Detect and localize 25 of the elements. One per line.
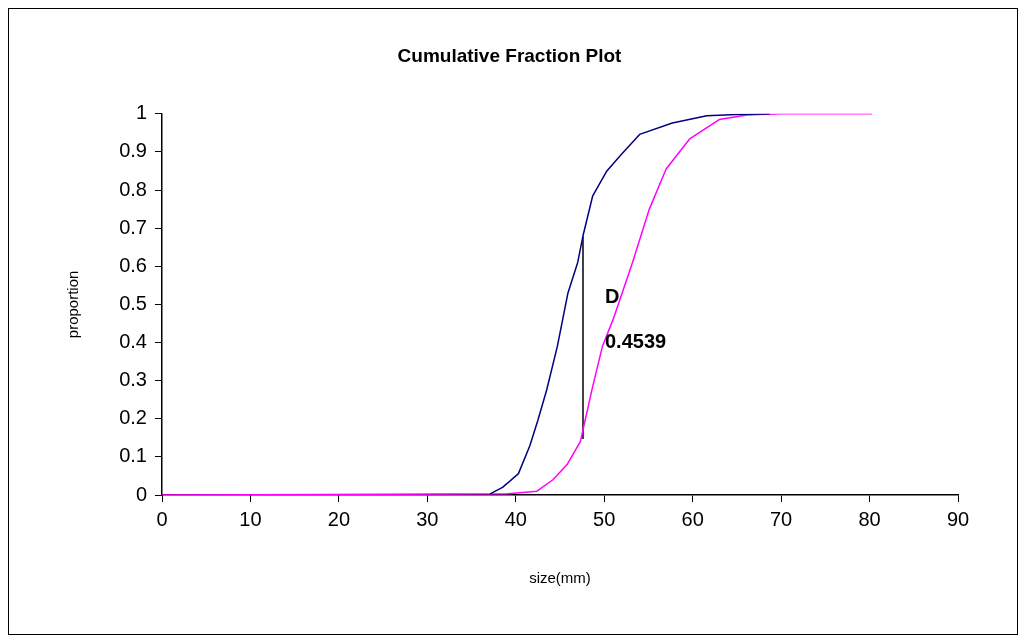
y-tick-label: 0.6 bbox=[119, 253, 147, 276]
y-tick-label: 0.2 bbox=[119, 406, 147, 429]
y-tick-label: 0 bbox=[135, 482, 147, 505]
x-tick-label: 90 bbox=[946, 507, 970, 530]
annotation: 0.4539 bbox=[605, 330, 667, 353]
y-tick-label: 0.1 bbox=[119, 444, 147, 467]
y-tick-label: 0.7 bbox=[119, 215, 147, 238]
y-tick-label: 0.5 bbox=[119, 291, 147, 314]
y-tick-label: 0.3 bbox=[119, 368, 147, 391]
x-tick-label: 0 bbox=[156, 507, 168, 530]
x-tick-label: 30 bbox=[416, 507, 439, 530]
x-tick-label: 50 bbox=[593, 507, 616, 530]
x-tick-label: 60 bbox=[681, 507, 704, 530]
y-tick-label: 0.4 bbox=[119, 330, 147, 353]
y-axis-title: proportion bbox=[64, 270, 82, 339]
x-tick-label: 70 bbox=[769, 507, 793, 530]
x-tick-label: 40 bbox=[504, 507, 527, 530]
annotation: D bbox=[605, 285, 620, 308]
y-tick-label: 0.8 bbox=[119, 177, 147, 200]
y-tick-label: 1 bbox=[135, 101, 147, 124]
x-tick-label: 20 bbox=[327, 507, 351, 530]
y-tick-label: 0.9 bbox=[119, 139, 147, 162]
x-tick-label: 10 bbox=[239, 507, 262, 530]
x-tick-label: 80 bbox=[858, 507, 881, 530]
chart-title: Cumulative Fraction Plot bbox=[397, 44, 623, 66]
